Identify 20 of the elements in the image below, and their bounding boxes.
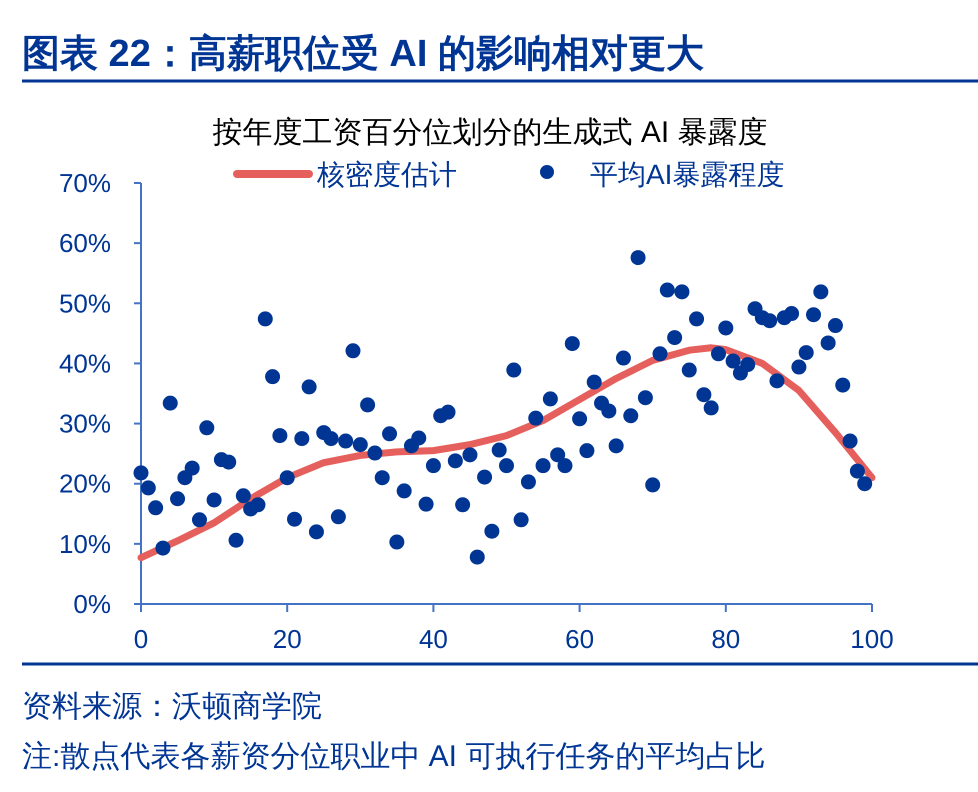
y-tick-label: 10%	[58, 528, 111, 559]
y-tick-label: 0%	[73, 589, 111, 619]
y-tick-label: 30%	[58, 408, 111, 439]
y-tick-label: 50%	[58, 288, 111, 318]
x-tick-label: 60	[565, 624, 594, 654]
y-tick-label: 70%	[58, 168, 111, 198]
text: 注:散点代表各薪资分位职业中 AI 可执行任务的平均占比	[22, 740, 766, 773]
legend-label: 平均AI暴露程度	[590, 159, 784, 190]
legend-label: 核密度估计	[316, 159, 457, 190]
x-tick-label: 0	[134, 624, 148, 654]
x-tick-label: 40	[418, 624, 448, 654]
y-tick-label: 40%	[58, 348, 111, 378]
text: 资料来源：沃顿商学院	[22, 690, 322, 723]
y-tick-label: 20%	[58, 468, 111, 499]
x-tick-label: 100	[850, 624, 894, 654]
y-tick-label: 60%	[58, 228, 111, 258]
x-tick-label: 80	[711, 624, 740, 654]
x-tick-label: 20	[272, 624, 302, 654]
chart-title: 图表 22：高薪职位受 AI 的影响相对更大	[22, 32, 704, 75]
chart-subtitle: 按年度工资百分位划分的生成式 AI 暴露度	[212, 116, 768, 149]
